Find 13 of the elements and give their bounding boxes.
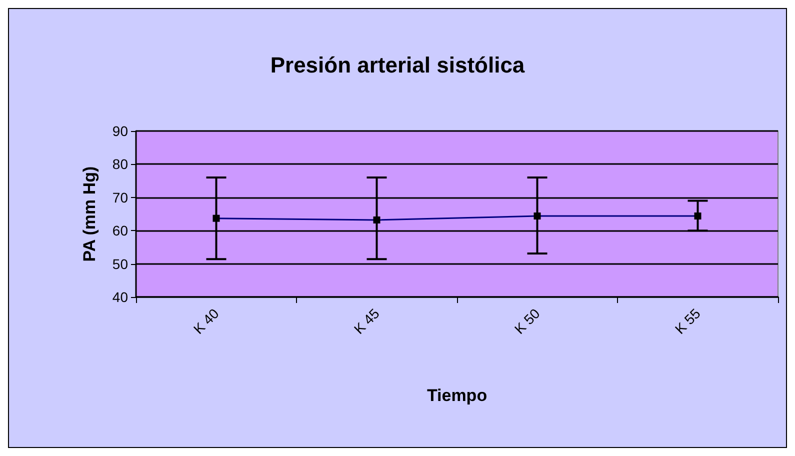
- x-tick-label: K 55: [672, 305, 704, 338]
- x-axis-title: Tiempo: [426, 386, 488, 405]
- y-tick-label: 40: [112, 289, 128, 305]
- x-tick-label: K 50: [511, 305, 544, 338]
- y-axis-title: PA (mm Hg): [80, 166, 99, 262]
- y-tick-label: 70: [112, 189, 128, 206]
- x-tick-label: K 45: [350, 305, 383, 338]
- x-tick-label: K 40: [190, 305, 222, 338]
- y-tick-label: 50: [112, 256, 128, 272]
- y-tick-label: 90: [112, 123, 128, 139]
- y-tick-label: 60: [112, 222, 128, 239]
- y-tick-label: 80: [112, 156, 128, 172]
- chart-title: Presión arterial sistólica: [270, 52, 526, 78]
